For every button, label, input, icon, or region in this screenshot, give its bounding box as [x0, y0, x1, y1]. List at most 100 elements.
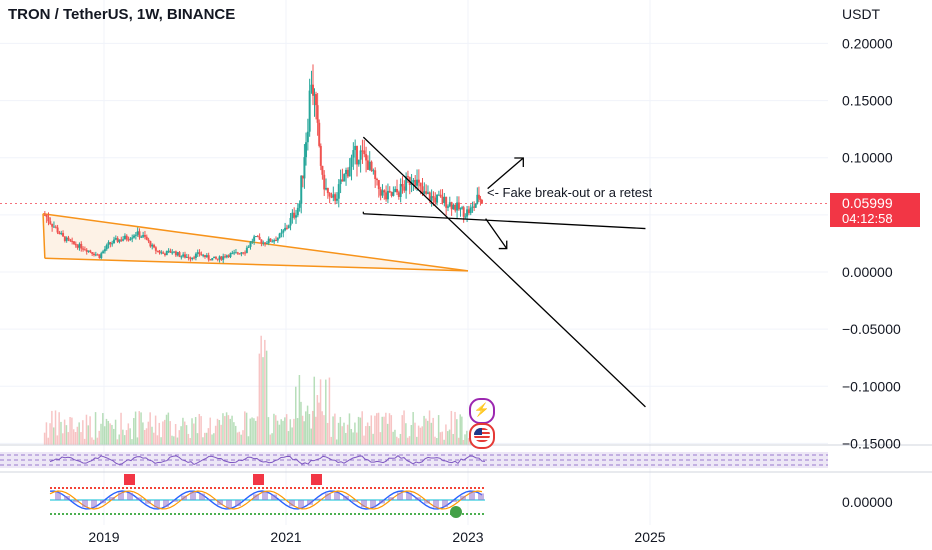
candle-body	[83, 249, 86, 251]
osc-histogram-bar	[136, 497, 142, 500]
volume-bar	[271, 433, 273, 445]
candle-body	[214, 256, 217, 259]
volume-bar	[96, 437, 99, 445]
volume-bar	[293, 418, 295, 445]
last-price-tag: 0.05999 04:12:58	[830, 193, 920, 227]
volume-bar	[287, 431, 290, 445]
candle-body	[350, 157, 353, 167]
volume-bar	[143, 429, 146, 445]
candle-body	[269, 238, 272, 242]
candle-body	[366, 160, 369, 170]
volume-bar	[289, 419, 292, 445]
volume-bar	[461, 416, 463, 445]
volume-bar	[218, 420, 221, 445]
wedge-left-edge	[42, 213, 46, 259]
axis-unit-label: USDT	[842, 6, 881, 22]
volume-bar	[163, 419, 166, 445]
volume-bar	[450, 410, 453, 445]
volume-bar	[311, 410, 314, 445]
candle-body	[379, 189, 382, 196]
y-tick-label: −0.10000	[842, 378, 901, 394]
volume-bar	[396, 436, 398, 445]
candle-body	[376, 178, 378, 181]
candle-body	[406, 176, 409, 178]
candle-body	[211, 258, 214, 261]
volume-bar	[264, 339, 266, 445]
lightning-icon[interactable]: ⚡	[469, 398, 495, 424]
trend-lines	[362, 136, 646, 408]
candle-body	[274, 240, 277, 242]
volume-bar	[439, 432, 442, 445]
candle-body	[370, 161, 373, 172]
volume-bar	[332, 416, 334, 445]
y-tick-label: 0.15000	[842, 93, 893, 109]
grid-lines	[0, 0, 828, 525]
candle-body	[133, 235, 136, 238]
candle-body	[256, 236, 259, 238]
volume-bar	[291, 427, 293, 445]
volume-bar	[280, 419, 282, 445]
candle-body	[293, 212, 296, 218]
candle-body	[56, 227, 59, 233]
volume-bar	[54, 410, 57, 445]
volume-bar	[385, 412, 387, 445]
us-flag-icon[interactable]	[469, 423, 495, 449]
candle-body	[94, 254, 97, 256]
candle-body	[310, 84, 313, 91]
volume-bar	[149, 412, 151, 445]
candle-body	[167, 250, 170, 252]
candle-body	[145, 236, 148, 240]
osc-histogram-bar	[217, 500, 223, 506]
volume-bar	[94, 412, 97, 445]
candle-body	[183, 254, 186, 258]
volume-bar	[65, 425, 68, 445]
last-price-value: 0.05999	[842, 195, 893, 211]
candle-body	[450, 202, 453, 210]
candle-body	[62, 233, 65, 237]
volume-bar	[116, 439, 119, 445]
volume-bar	[295, 386, 297, 445]
candle-body	[229, 253, 232, 257]
volume-bar	[69, 417, 71, 445]
candle-body	[125, 235, 128, 240]
candle-body	[74, 243, 77, 246]
candle-body	[78, 243, 81, 248]
oscillator-panes	[0, 444, 932, 518]
volume-bar	[92, 439, 95, 445]
candle-body	[109, 242, 112, 245]
candle-body	[328, 193, 331, 197]
candle-body	[89, 250, 92, 253]
time-axis[interactable]: 2019 2021 2023 2025	[88, 529, 665, 545]
volume-bar	[62, 433, 64, 445]
volume-bar	[334, 413, 336, 445]
candle-body	[432, 196, 435, 198]
candle-body	[428, 192, 431, 201]
candle-body	[193, 257, 196, 259]
candle-body	[129, 238, 132, 240]
chart-title: TRON / TetherUS, 1W, BINANCE	[8, 6, 236, 23]
candle-body	[249, 241, 252, 247]
volume-bar	[359, 417, 362, 445]
volume-bar	[133, 418, 135, 445]
volume-bar	[100, 423, 102, 445]
osc-histogram-bar	[82, 500, 88, 508]
candle-body	[343, 174, 346, 182]
volume-bar	[71, 417, 73, 445]
candle-body	[361, 150, 364, 152]
volume-bar	[436, 438, 438, 445]
volume-bar	[216, 418, 219, 445]
osc-histogram-bar	[91, 500, 97, 508]
price-axis[interactable]: 0.200000.150000.100000.050000.00000−0.05…	[842, 35, 901, 510]
volume-bar	[318, 402, 320, 445]
volume-bar	[76, 426, 79, 445]
y-tick-label: −0.15000	[842, 435, 901, 451]
candle-body	[332, 194, 335, 198]
candle-body	[383, 190, 386, 193]
candle-body	[291, 212, 294, 218]
volume-bar	[278, 424, 281, 445]
chart-annotation: <- Fake break-out or a retest	[487, 185, 653, 200]
volume-bar	[80, 432, 82, 445]
volume-bar	[165, 414, 168, 445]
volume-bar	[140, 412, 142, 445]
